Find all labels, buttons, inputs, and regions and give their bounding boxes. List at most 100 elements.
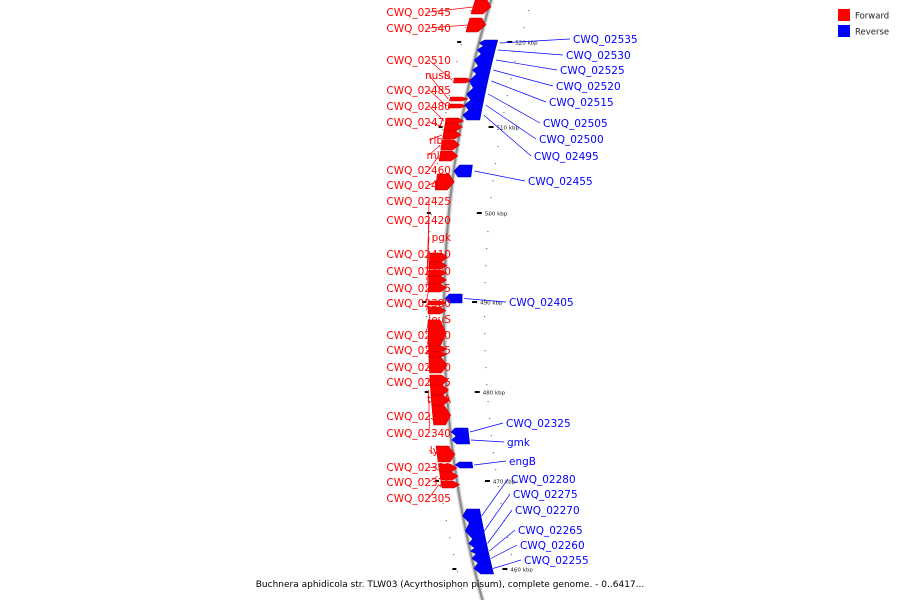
reverse-leader-line	[488, 93, 541, 124]
reverse-gene-label: CWQ_02275	[513, 489, 578, 501]
guide-dot	[518, 44, 520, 46]
reverse-gene-feature	[473, 53, 495, 67]
reverse-gene-feature	[462, 508, 483, 524]
guide-dot	[426, 350, 428, 352]
forward-gene-label: leuS	[428, 314, 451, 326]
forward-gene-label: CWQ_02510	[386, 55, 451, 67]
guide-dot	[484, 299, 486, 301]
legend: Forward Reverse	[838, 9, 889, 38]
guide-dot	[442, 129, 444, 131]
reverse-gene-feature	[476, 45, 497, 55]
reverse-gene-feature	[453, 164, 473, 178]
forward-gene-feature	[440, 480, 460, 489]
forward-gene-feature	[429, 252, 448, 263]
legend-reverse-swatch	[838, 25, 850, 37]
guide-dot	[428, 248, 430, 250]
reverse-leader-line	[483, 114, 532, 157]
guide-dot	[488, 418, 491, 420]
reverse-leader-line	[492, 559, 522, 569]
forward-gene-feature	[470, 0, 492, 15]
guide-dot	[445, 112, 447, 114]
forward-leader-line	[427, 389, 430, 400]
tick-mark	[434, 480, 439, 482]
tick-mark	[424, 391, 429, 393]
reverse-leader-line	[498, 49, 564, 56]
forward-gene-label: CWQ_02400	[386, 266, 451, 278]
forward-gene-label: CWQ_02345	[386, 411, 451, 423]
guide-dot	[503, 112, 505, 114]
forward-gene-label: CWQ_02315	[386, 477, 451, 489]
guide-dot	[487, 231, 489, 233]
gene-features	[427, 0, 499, 575]
forward-gene-label: CWQ_02545	[386, 7, 451, 19]
guide-dot	[500, 503, 502, 505]
forward-gene-feature	[428, 269, 448, 277]
forward-gene-label: lysS	[430, 445, 452, 457]
guide-dot	[436, 163, 438, 165]
forward-gene-label: mltA	[427, 150, 452, 162]
guide-dot	[449, 537, 451, 539]
guide-dot	[492, 180, 494, 182]
reverse-gene-feature	[473, 562, 494, 575]
gene-labels: CWQ_02545 CWQ_02540 CWQ_02510 nusB CWQ_02485…	[386, 7, 637, 567]
tick-mark	[507, 41, 513, 43]
reverse-gene-feature	[454, 461, 474, 469]
forward-gene-label: CWQ_02420	[386, 215, 451, 227]
forward-gene-feature	[430, 394, 450, 406]
forward-gene-label: CWQ_02360	[386, 362, 451, 374]
guide-dot	[506, 95, 508, 97]
reverse-leader-line	[469, 422, 504, 433]
forward-leader-line	[428, 475, 438, 483]
guide-dot	[426, 333, 428, 335]
forward-gene-label: CWQ_02355	[386, 377, 451, 389]
reverse-gene-label: CWQ_02505	[543, 118, 608, 130]
guide-dot	[485, 265, 487, 267]
guide-dot	[497, 486, 499, 488]
forward-leader-line	[426, 236, 430, 274]
forward-gene-label: CWQ_02395	[386, 283, 451, 295]
tick-marks: 520 kbp 510 kbp 500 kbp 490 kbp 480 kbp 470 k…	[422, 41, 538, 574]
forward-leader-line	[428, 449, 435, 455]
reverse-leader-line	[499, 38, 571, 44]
reverse-leader-line	[493, 69, 554, 87]
forward-gene-feature	[427, 283, 447, 293]
forward-gene-feature	[428, 356, 448, 374]
guide-dot	[456, 61, 458, 63]
forward-gene-feature	[428, 345, 448, 353]
guide-dot	[430, 214, 432, 216]
forward-leader-line	[428, 155, 439, 171]
reverse-gene-feature	[464, 99, 485, 111]
forward-leader-line	[428, 74, 449, 100]
forward-gene-label: CWQ_02485	[386, 85, 451, 97]
guide-dot	[490, 435, 492, 437]
guide-dot	[488, 214, 490, 216]
tick-mark	[457, 41, 462, 43]
reverse-leader-line	[491, 80, 547, 103]
legend-forward-swatch	[838, 9, 850, 21]
reverse-gene-feature	[470, 547, 490, 555]
forward-gene-label: CWQ_02450	[386, 180, 451, 192]
guide-dot	[514, 61, 516, 63]
forward-gene-label: CWQ_02410	[386, 249, 451, 261]
forward-gene-label: CWQ_02540	[386, 23, 451, 35]
guide-dot	[497, 146, 499, 148]
tick-label: 470 kbp	[493, 480, 516, 486]
backbone-line	[442, 0, 493, 600]
reverse-gene-feature	[468, 538, 488, 549]
reverse-leader-line	[481, 478, 509, 517]
guide-dot	[514, 571, 517, 573]
forward-gene-label: CWQ_02365	[386, 345, 451, 357]
reverse-gene-label: CWQ_02535	[573, 34, 638, 46]
reverse-leader-line	[464, 298, 507, 303]
forward-leader-line	[428, 484, 440, 499]
reverse-gene-feature	[471, 65, 492, 75]
forward-leader-line	[428, 59, 453, 81]
reverse-leader-line	[490, 544, 518, 559]
forward-gene-feature	[442, 130, 462, 140]
guide-dot	[445, 520, 447, 522]
tick-label: 490 kbp	[480, 301, 503, 307]
guide-dot	[432, 435, 434, 437]
tick-label: 460 kbp	[510, 568, 533, 574]
guide-dot	[492, 452, 494, 454]
